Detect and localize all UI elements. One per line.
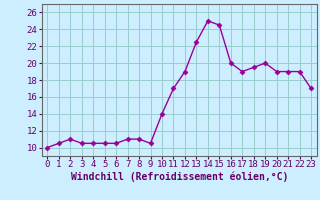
X-axis label: Windchill (Refroidissement éolien,°C): Windchill (Refroidissement éolien,°C) xyxy=(70,172,288,182)
